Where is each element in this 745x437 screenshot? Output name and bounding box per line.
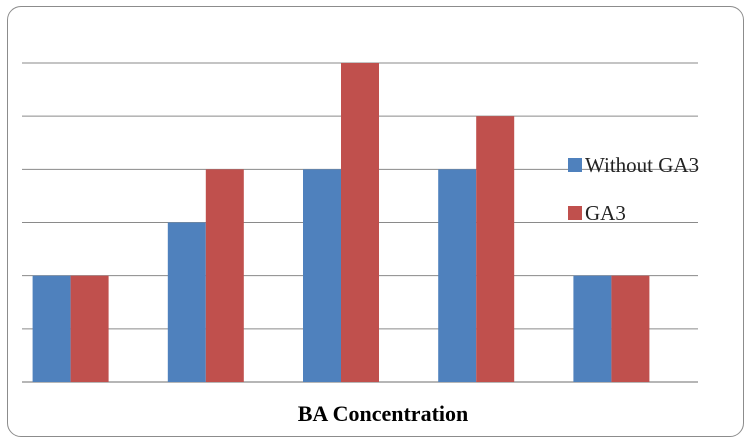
bar-without-ga3-3 xyxy=(303,169,341,382)
bar-ga3-5 xyxy=(611,275,650,382)
legend-swatch-ga3 xyxy=(568,206,582,220)
bar-without-ga3-5 xyxy=(573,275,612,382)
bar-ga3-2 xyxy=(205,169,244,382)
x-axis-label: BA Concentration xyxy=(298,401,469,426)
legend-swatch-without-ga3 xyxy=(568,158,582,172)
legend-label-ga3: GA3 xyxy=(585,201,626,225)
bar-ga3-1 xyxy=(70,275,109,382)
bar-ga3-3 xyxy=(341,63,379,382)
bar-ga3-4 xyxy=(476,116,515,383)
bar-without-ga3-1 xyxy=(32,275,71,382)
bar-without-ga3-2 xyxy=(167,222,206,382)
bar-without-ga3-4 xyxy=(438,169,477,382)
legend-label-without-ga3: Without GA3 xyxy=(585,153,699,177)
bars xyxy=(32,63,650,383)
legend: Without GA3 GA3 xyxy=(568,153,699,225)
